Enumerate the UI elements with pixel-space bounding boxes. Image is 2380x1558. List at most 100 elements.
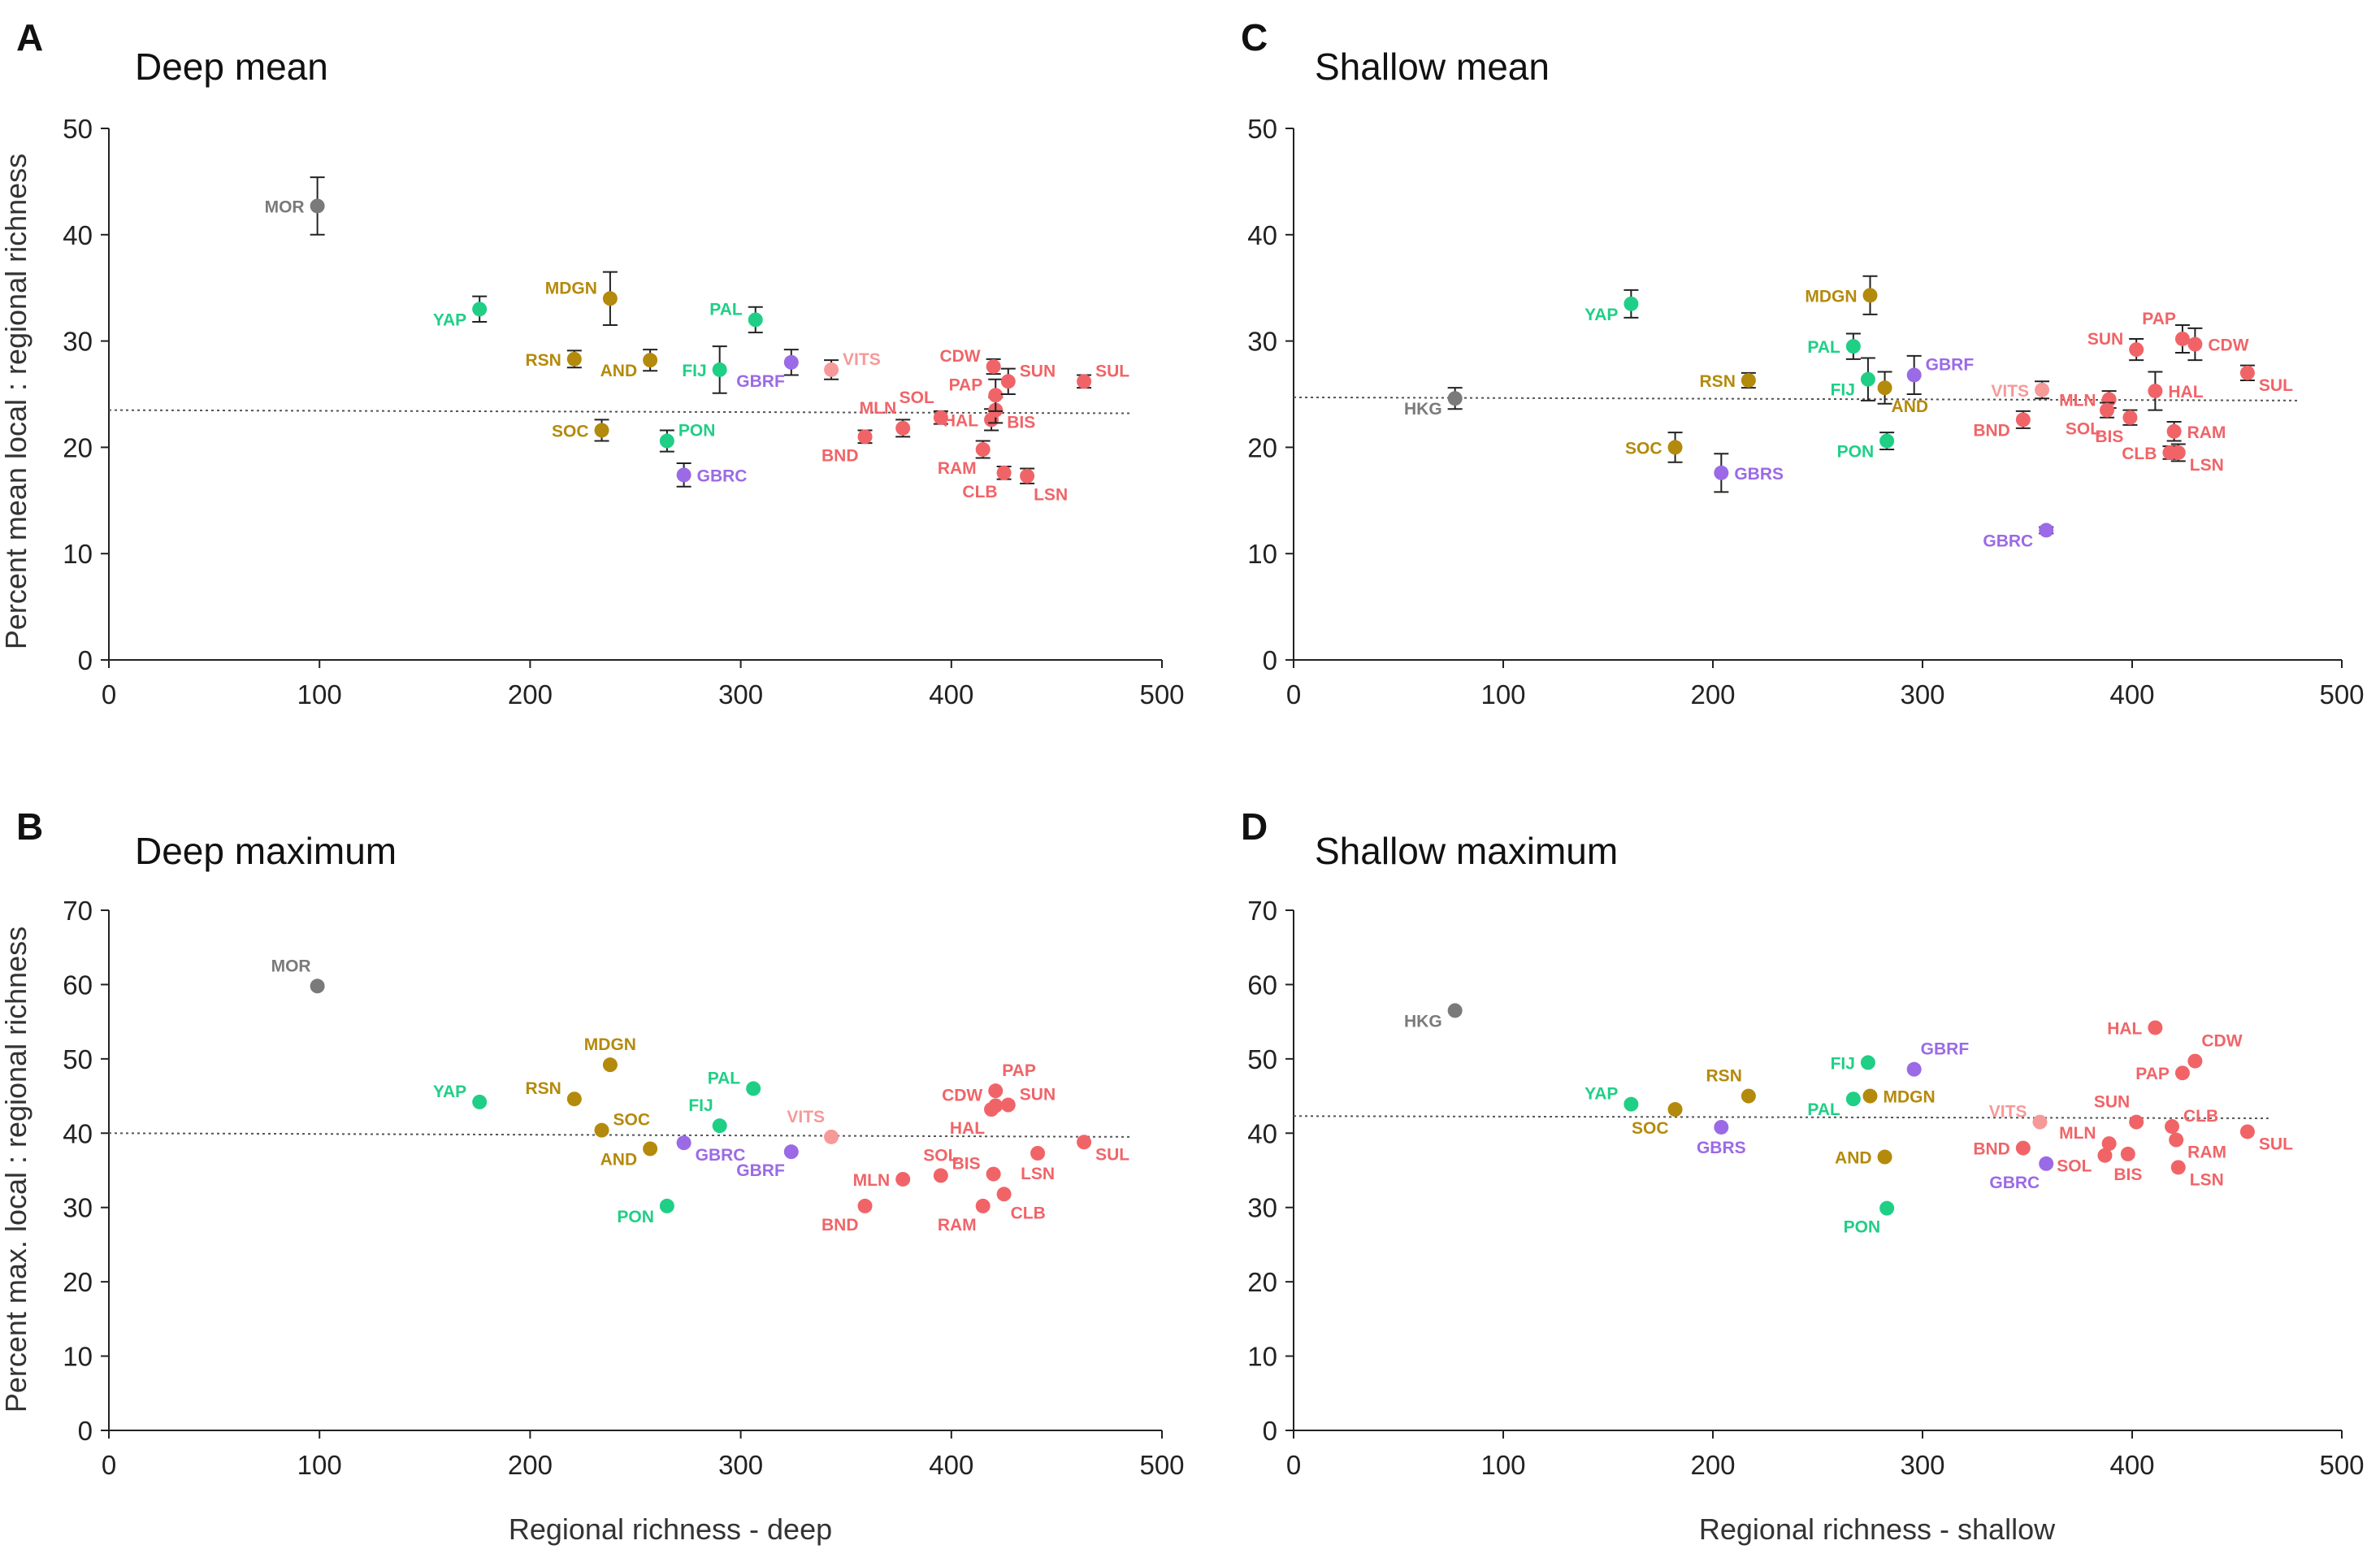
data-point-lsn — [2170, 1160, 2186, 1175]
point-label-soc: SOC — [1625, 439, 1663, 458]
point-label-bis: BIS — [2095, 427, 2123, 446]
panel-letter-c: C — [1241, 16, 1268, 59]
data-point-bis — [986, 1166, 1001, 1182]
data-point-yap — [1624, 1096, 1639, 1112]
point-label-gbrf: GBRF — [1926, 355, 1975, 374]
y-tick-label: 70 — [1247, 896, 1277, 926]
data-point-sun — [2129, 1114, 2144, 1130]
point-label-bnd: BND — [1973, 421, 2010, 440]
point-label-bnd: BND — [822, 446, 859, 465]
point-label-mor: MOR — [265, 197, 305, 216]
data-point-rsn — [566, 1091, 582, 1107]
point-label-sol: SOL — [2066, 420, 2100, 439]
data-point-yap — [472, 302, 488, 317]
point-label-vits: VITS — [1991, 382, 2029, 401]
data-point-bnd — [2015, 412, 2031, 427]
data-point-hal — [2148, 1020, 2163, 1035]
data-point-hkg — [1447, 1003, 1463, 1018]
data-point-pal — [1845, 339, 1861, 354]
point-label-and: AND — [600, 1150, 638, 1169]
point-label-soc: SOC — [552, 422, 589, 440]
data-point-cdw — [2187, 1053, 2203, 1069]
x-tick-label: 300 — [1900, 679, 1944, 710]
data-point-vits — [824, 362, 839, 377]
x-tick-label: 500 — [2319, 1450, 2364, 1480]
data-point-sun — [1000, 374, 1016, 389]
data-point-bnd — [857, 1198, 873, 1213]
data-point-pap — [2174, 331, 2190, 346]
y-tick-label: 50 — [1247, 1044, 1277, 1074]
data-point-soc — [1667, 440, 1683, 455]
point-label-bis: BIS — [1007, 414, 1035, 432]
point-label-sul: SUL — [1095, 362, 1129, 380]
point-label-pon: PON — [678, 422, 716, 440]
point-label-vits: VITS — [787, 1108, 825, 1126]
data-point-gbrc — [2039, 1156, 2054, 1171]
data-point-sun — [2129, 342, 2144, 358]
point-label-hal: HAL — [943, 411, 978, 430]
y-axis-title-max: Percent max. local : regional richness — [0, 927, 33, 1413]
y-tick-label: 0 — [1263, 1416, 1277, 1446]
point-label-ram: RAM — [2187, 1144, 2226, 1162]
data-point-rsn — [566, 351, 582, 367]
x-tick-label: 0 — [1286, 679, 1301, 710]
point-label-sun: SUN — [2094, 1093, 2130, 1112]
data-point-pal — [1845, 1091, 1861, 1107]
data-point-sul — [2239, 365, 2255, 380]
data-point-gbrc — [676, 1135, 691, 1151]
panel-letter-d: D — [1241, 805, 1268, 848]
data-point-rsn — [1741, 1088, 1756, 1104]
point-label-mdgn: MDGN — [584, 1035, 636, 1054]
data-point-vits — [824, 1129, 839, 1144]
point-label-clb: CLB — [2122, 445, 2157, 463]
point-label-mdgn: MDGN — [545, 279, 597, 297]
data-point-gbrc — [2039, 523, 2054, 538]
point-label-pon: PON — [1837, 443, 1875, 462]
data-point-gbrs — [1714, 1119, 1729, 1135]
point-label-bis: BIS — [2113, 1165, 2142, 1184]
point-label-rsn: RSN — [525, 1079, 561, 1098]
data-point-sul — [2239, 1124, 2255, 1139]
x-axis-title-deep: Regional richness - deep — [509, 1512, 832, 1546]
point-label-mdgn: MDGN — [1805, 287, 1857, 306]
point-label-gbrc: GBRC — [697, 467, 748, 485]
trend-line — [1293, 1115, 2269, 1119]
y-tick-label: 50 — [1247, 114, 1277, 144]
point-label-cdw: CDW — [2208, 336, 2248, 355]
y-tick-label: 0 — [78, 645, 93, 675]
point-label-pal: PAL — [708, 1069, 741, 1087]
data-point-sol — [933, 410, 948, 425]
point-label-hkg: HKG — [1404, 400, 1442, 419]
point-label-gbrf: GBRF — [1921, 1040, 1970, 1059]
data-point-and — [643, 353, 658, 368]
x-tick-label: 400 — [2109, 679, 2154, 710]
data-point-yap — [472, 1094, 488, 1109]
point-label-bnd: BND — [1973, 1140, 2010, 1159]
point-label-mln: MLN — [860, 399, 897, 418]
point-label-pon: PON — [617, 1208, 654, 1226]
x-tick-label: 400 — [2109, 1450, 2154, 1480]
x-tick-label: 100 — [297, 679, 342, 710]
data-point-clb — [996, 465, 1012, 480]
point-label-hkg: HKG — [1404, 1012, 1442, 1031]
x-tick-label: 400 — [929, 1450, 973, 1480]
point-label-gbrc: GBRC — [696, 1146, 746, 1165]
point-label-lsn: LSN — [1034, 486, 1068, 505]
point-label-rsn: RSN — [1700, 372, 1736, 391]
data-point-lsn — [1020, 468, 1035, 484]
point-label-clb: CLB — [1011, 1204, 1046, 1222]
x-tick-label: 100 — [1480, 1450, 1525, 1480]
point-label-gbrc: GBRC — [1983, 532, 2033, 550]
point-label-fij: FIJ — [688, 1096, 713, 1115]
point-label-vits: VITS — [843, 350, 881, 369]
trend-line — [1293, 396, 2300, 401]
point-label-rsn: RSN — [1706, 1067, 1742, 1086]
data-point-fij — [712, 1118, 727, 1134]
point-label-yap: YAP — [433, 1083, 466, 1101]
data-point-gbrf — [783, 1144, 799, 1160]
data-point-sul — [1077, 374, 1092, 389]
data-point-bnd — [857, 429, 873, 445]
